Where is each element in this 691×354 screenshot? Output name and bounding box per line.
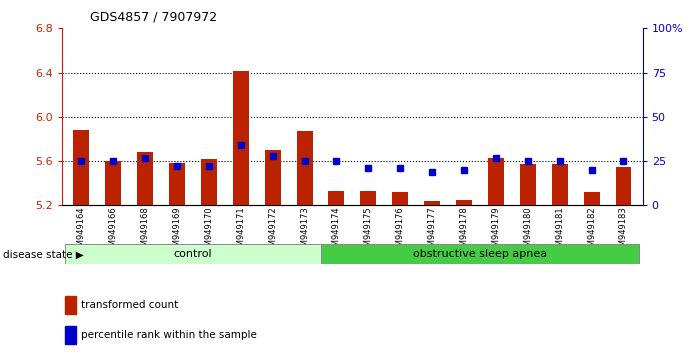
Bar	[584, 192, 600, 205]
Bar	[169, 163, 185, 205]
Bar	[65, 296, 75, 314]
Bar	[551, 164, 568, 205]
Bar	[616, 167, 632, 205]
Bar	[520, 164, 536, 205]
Bar	[73, 130, 89, 205]
Bar	[265, 150, 281, 205]
Bar	[105, 161, 121, 205]
Bar	[321, 244, 639, 264]
Text: transformed count: transformed count	[81, 299, 178, 310]
Bar	[233, 72, 249, 205]
Bar	[392, 192, 408, 205]
Bar	[488, 158, 504, 205]
Text: control: control	[173, 249, 212, 259]
Bar	[456, 200, 472, 205]
Bar	[201, 159, 217, 205]
Bar	[424, 201, 440, 205]
Text: percentile rank within the sample: percentile rank within the sample	[81, 330, 256, 340]
Bar	[66, 244, 321, 264]
Bar	[328, 191, 344, 205]
Text: disease state ▶: disease state ▶	[3, 250, 84, 260]
Bar	[296, 131, 312, 205]
Bar	[137, 152, 153, 205]
Text: GDS4857 / 7907972: GDS4857 / 7907972	[90, 11, 217, 24]
Bar	[361, 191, 377, 205]
Text: obstructive sleep apnea: obstructive sleep apnea	[413, 249, 547, 259]
Bar	[65, 326, 75, 344]
